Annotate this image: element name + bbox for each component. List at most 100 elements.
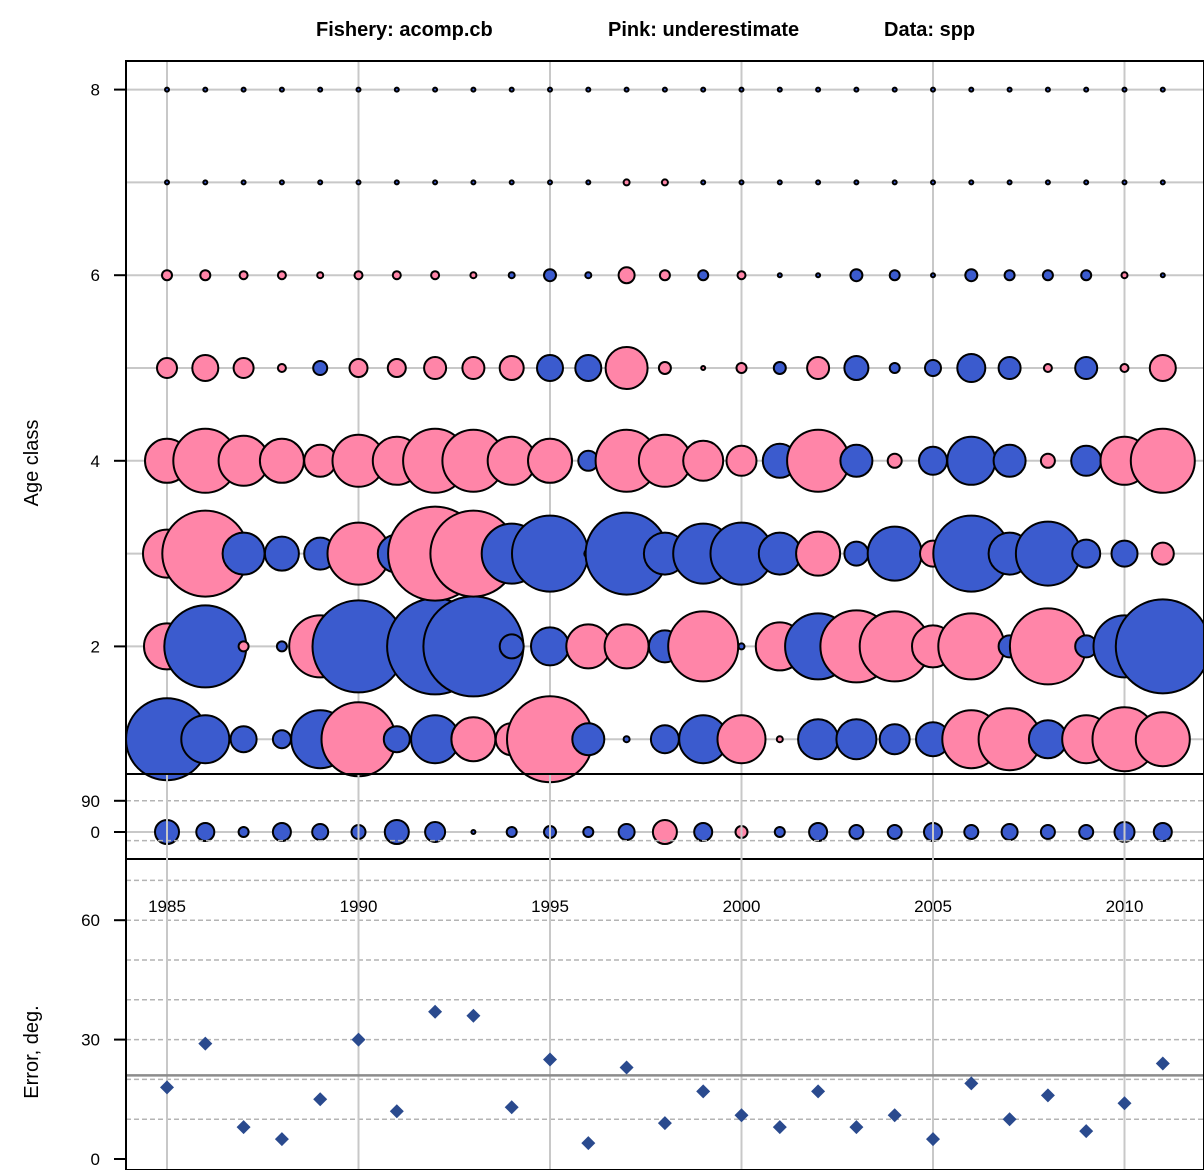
bubble-age1-2004 xyxy=(878,723,911,756)
bubble-age5-2007 xyxy=(997,356,1022,380)
bubble-age3-2008 xyxy=(1014,520,1081,587)
bubble-age0-1986 xyxy=(195,822,216,842)
bubble-age3-2011 xyxy=(1150,541,1175,566)
bubble-age5-1992 xyxy=(423,356,448,380)
bubble-age4-2004 xyxy=(886,452,903,469)
bubble-age6-2007 xyxy=(1003,269,1016,282)
bubble-age3-2002 xyxy=(795,530,842,577)
bubble-age7-2002 xyxy=(815,179,822,186)
bubble-age4-1999 xyxy=(682,439,725,482)
bubble-age6-2005 xyxy=(930,272,936,279)
bubble-age8-1996 xyxy=(585,86,592,93)
bubble-age7-2006 xyxy=(968,179,975,186)
bubble-age5-1988 xyxy=(276,363,287,373)
error-y-tick-label-0: 0 xyxy=(91,1150,100,1169)
bubble-age7-1989 xyxy=(317,179,324,186)
error-markers xyxy=(160,1004,1170,1151)
bubble-age7-1988 xyxy=(278,179,285,186)
bubble-y-tick-label-0: 0 xyxy=(91,823,100,842)
bubble-age8-1994 xyxy=(508,86,515,93)
bubble-age4-2009 xyxy=(1070,444,1103,477)
bubble-age0-1999 xyxy=(693,822,714,842)
error-marker-2010 xyxy=(1117,1096,1132,1111)
bubble-age1-2001 xyxy=(775,735,784,744)
bubble-y-tick-label-2: 2 xyxy=(91,637,100,656)
bubble-age8-1992 xyxy=(432,86,439,93)
bubble-age8-2005 xyxy=(930,86,936,93)
bubble-age1-1993 xyxy=(450,716,497,763)
error-marker-2011 xyxy=(1155,1056,1170,1071)
bubble-age5-2000 xyxy=(735,362,748,374)
bubble-age0-2001 xyxy=(773,826,786,838)
bubble-age2-1988 xyxy=(275,640,288,653)
error-marker-1998 xyxy=(657,1116,672,1131)
bubble-age5-2010 xyxy=(1119,363,1130,373)
bubble-age2-1987 xyxy=(237,640,250,653)
bubble-age7-1995 xyxy=(547,179,553,186)
bubble-age7-2005 xyxy=(930,179,936,186)
error-marker-2001 xyxy=(772,1120,787,1135)
bubble-age0-1988 xyxy=(271,822,292,842)
bubble-age8-2009 xyxy=(1083,86,1090,93)
bubble-age4-2007 xyxy=(992,443,1027,478)
bubble-age8-1989 xyxy=(317,86,324,93)
error-y-tick-label-30: 30 xyxy=(81,1031,100,1050)
bubble-age1-2011 xyxy=(1134,711,1191,768)
bubble-age2-1994 xyxy=(498,633,525,660)
error-marker-1996 xyxy=(581,1136,596,1151)
title-fishery: Fishery: acomp.cb xyxy=(316,19,493,41)
bubble-age4-2005 xyxy=(918,445,948,476)
bubble-age5-1999 xyxy=(700,365,707,371)
bubble-age8-2004 xyxy=(891,86,898,93)
bubble-age4-1988 xyxy=(258,437,305,484)
bubble-age0-1993 xyxy=(470,829,477,835)
bubble-age6-1986 xyxy=(199,269,212,282)
bubble-age0-1987 xyxy=(237,826,250,838)
bubble-age1-1987 xyxy=(229,725,258,754)
bubble-age6-1985 xyxy=(161,269,173,282)
bubble-layer xyxy=(125,86,1204,845)
bubble-age5-2003 xyxy=(843,355,870,381)
bubble-age7-2003 xyxy=(853,179,860,186)
bubble-age0-2007 xyxy=(1000,823,1019,841)
bubble-age8-1990 xyxy=(355,86,362,93)
bubble-age6-2001 xyxy=(776,272,783,279)
error-marker-1999 xyxy=(696,1084,711,1099)
bubble-age6-1999 xyxy=(697,269,710,282)
bubble-age4-2006 xyxy=(946,435,997,486)
bubble-age0-2004 xyxy=(886,824,903,840)
bubble-age7-1990 xyxy=(355,179,362,186)
error-marker-2007 xyxy=(1002,1112,1017,1127)
bubble-age8-1985 xyxy=(164,86,170,93)
bubble-age3-2004 xyxy=(866,525,923,582)
bubble-age5-1997 xyxy=(604,346,649,390)
error-plot-frame xyxy=(125,773,1204,1170)
error-marker-1991 xyxy=(389,1104,404,1119)
bubble-age0-1994 xyxy=(505,826,518,838)
bubble-age7-2011 xyxy=(1159,179,1166,186)
bubble-age4-2011 xyxy=(1129,427,1196,494)
bubble-age3-2003 xyxy=(843,540,870,567)
bubble-age8-1997 xyxy=(623,86,630,93)
bubble-age1-1988 xyxy=(271,729,292,750)
bubble-age5-2006 xyxy=(956,353,987,383)
bubble-age5-2005 xyxy=(924,359,942,377)
bubble-age2-1986 xyxy=(163,604,248,689)
error-marker-2000 xyxy=(734,1108,749,1123)
bubble-age8-1998 xyxy=(661,86,668,93)
bubble-age5-1987 xyxy=(232,357,255,379)
bubble-age8-2008 xyxy=(1044,86,1051,93)
bubble-age1-1986 xyxy=(180,714,231,765)
bubble-age8-1993 xyxy=(470,86,477,93)
bubble-age5-1995 xyxy=(536,354,564,382)
bubble-age2-1999 xyxy=(667,610,740,683)
bubble-age8-1991 xyxy=(393,86,400,93)
bubble-age8-2006 xyxy=(968,86,975,93)
bubble-age6-1997 xyxy=(617,266,636,285)
error-y-label: Error, deg. xyxy=(21,1005,43,1098)
bubble-age8-1986 xyxy=(202,86,209,93)
error-marker-1990 xyxy=(351,1032,366,1047)
bubble-age7-1994 xyxy=(508,179,515,186)
bubble-age3-1987 xyxy=(221,531,266,576)
bubble-age6-2011 xyxy=(1159,272,1166,279)
